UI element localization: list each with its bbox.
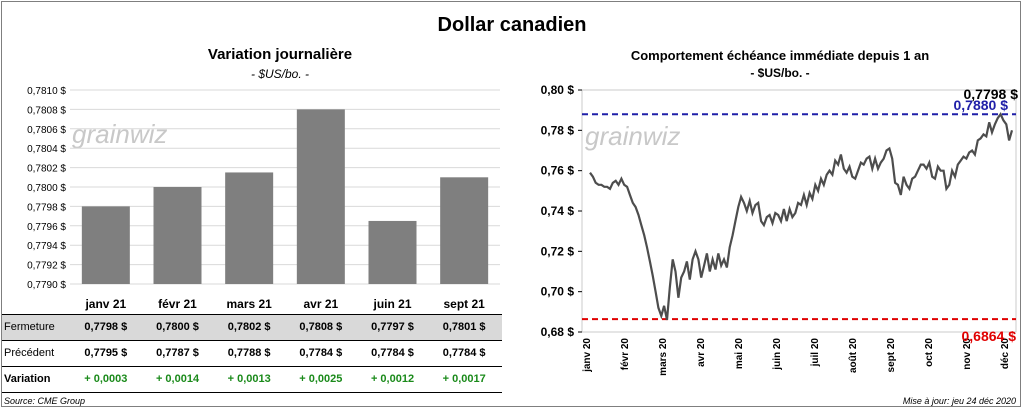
- bar-ytick-label: 0,7806 $: [27, 125, 66, 136]
- bar-ytick-label: 0,7794 $: [27, 241, 66, 252]
- watermark-left: grainwiz: [72, 119, 167, 149]
- bar-category-label: avr 21: [303, 297, 338, 311]
- line-xtick-label: août 20: [848, 338, 859, 373]
- variation-cell: + 0,0017: [442, 373, 486, 385]
- line-ytick-label: 0,78 $: [541, 123, 575, 137]
- bar-ytick-label: 0,7802 $: [27, 164, 66, 175]
- table-line-top: [2, 314, 502, 315]
- fermeture-cell: 0,7797 $: [371, 321, 414, 333]
- precedent-cell: 0,7784 $: [442, 347, 486, 359]
- line-ytick-label: 0,80 $: [541, 83, 575, 97]
- row-label-variation: Variation: [4, 373, 51, 385]
- variation-cell: + 0,0003: [84, 373, 128, 385]
- bar-3: [296, 109, 345, 285]
- bar-ytick-label: 0,7810 $: [27, 86, 66, 97]
- source-note: Source: CME Group: [4, 396, 86, 406]
- fermeture-cell: 0,7802 $: [227, 321, 271, 333]
- bar-category-label: sept 21: [443, 297, 485, 311]
- right-chart-unit: - $US/bo. -: [750, 66, 810, 80]
- table-line-mid: [2, 340, 502, 341]
- variation-cell: + 0,0012: [370, 373, 415, 385]
- fermeture-cell: 0,7800 $: [156, 321, 199, 333]
- bar-ytick-label: 0,7800 $: [27, 183, 66, 194]
- line-xtick-label: févr 20: [620, 338, 631, 371]
- bar-ytick-label: 0,7798 $: [27, 202, 66, 213]
- bar-category-label: juin 21: [372, 297, 411, 311]
- fermeture-row-bg: [2, 314, 502, 340]
- last-price-label: 0,7798 $: [964, 86, 1019, 102]
- precedent-cell: 0,7788 $: [227, 347, 271, 359]
- bar-4: [368, 220, 417, 284]
- bar-ytick-label: 0,7808 $: [27, 105, 66, 116]
- line-xtick-label: avr 20: [696, 338, 707, 367]
- low-price-label: 0,6864 $: [962, 328, 1017, 344]
- precedent-cell: 0,7787 $: [156, 347, 199, 359]
- update-note: Mise à jour: jeu 24 déc 2020: [902, 396, 1016, 406]
- line-xtick-label: sept 20: [886, 338, 897, 373]
- bar-category-label: mars 21: [226, 297, 272, 311]
- bar-1: [153, 187, 202, 284]
- line-xtick-label: nov 20: [962, 338, 973, 370]
- bar-ytick-label: 0,7790 $: [27, 280, 66, 291]
- line-xtick-label: mars 20: [658, 338, 669, 376]
- line-xtick-label: déc 20: [1000, 338, 1011, 370]
- bar-category-label: janv 21: [84, 297, 126, 311]
- line-ytick-label: 0,72 $: [541, 244, 575, 258]
- bar-ytick-label: 0,7804 $: [27, 144, 66, 155]
- table-line-low: [2, 366, 502, 367]
- line-ytick-label: 0,70 $: [541, 285, 575, 299]
- precedent-cell: 0,7784 $: [371, 347, 414, 359]
- right-chart-title: Comportement échéance immédiate depuis 1…: [630, 48, 930, 63]
- bar-5: [440, 177, 489, 284]
- page-title: Dollar canadien: [437, 14, 587, 36]
- fermeture-cell: 0,7798 $: [84, 321, 128, 333]
- line-xtick-label: mai 20: [734, 338, 745, 370]
- high-price-label: 0,7880 $: [954, 97, 1009, 113]
- line-xtick-label: juin 20: [772, 338, 783, 371]
- line-xtick-label: juil 20: [810, 338, 821, 368]
- bar-category-label: févr 21: [158, 297, 197, 311]
- row-label-fermeture: Fermeture: [4, 321, 55, 333]
- table-line-bottom: [2, 392, 502, 393]
- precedent-cell: 0,7784 $: [299, 347, 343, 359]
- variation-cell: + 0,0014: [155, 373, 200, 385]
- bar-ytick-label: 0,7796 $: [27, 222, 66, 233]
- bar-0: [81, 206, 130, 284]
- line-ytick-label: 0,68 $: [541, 325, 575, 339]
- line-xtick-label: oct 20: [924, 338, 935, 367]
- fermeture-cell: 0,7801 $: [442, 321, 486, 333]
- line-xtick-label: janv 20: [582, 338, 593, 373]
- precedent-cell: 0,7795 $: [84, 347, 128, 359]
- row-label-precedent: Précédent: [4, 347, 55, 359]
- bar-2: [225, 172, 274, 284]
- left-chart-unit: - $US/bo. -: [250, 67, 310, 81]
- fermeture-cell: 0,7808 $: [299, 321, 343, 333]
- line-ytick-label: 0,76 $: [541, 164, 575, 178]
- variation-cell: + 0,0013: [227, 373, 271, 385]
- watermark-right: grainwiz: [585, 121, 680, 151]
- line-ytick-label: 0,74 $: [541, 204, 575, 218]
- left-chart-title: Variation journalière: [207, 46, 353, 63]
- variation-cell: + 0,0025: [299, 373, 343, 385]
- bar-ytick-label: 0,7792 $: [27, 261, 66, 272]
- price-series-line: [589, 112, 1014, 321]
